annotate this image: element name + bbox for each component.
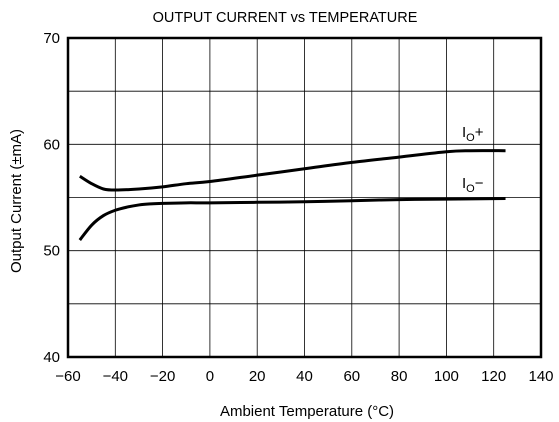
y-axis-ticks: 40 50 60 70 bbox=[43, 30, 60, 366]
x-tick-label: 120 bbox=[481, 368, 506, 385]
x-tick-label: 140 bbox=[528, 368, 553, 385]
io-plus-line bbox=[79, 149, 506, 192]
series-lines bbox=[78, 149, 506, 241]
x-axis-ticks: −60 −40 −20 0 20 40 60 80 100 120 140 bbox=[55, 368, 553, 385]
x-tick-label: 0 bbox=[206, 368, 214, 385]
x-axis-label: Ambient Temperature (°C) bbox=[220, 403, 394, 420]
x-tick-label: 60 bbox=[343, 368, 360, 385]
io-minus-line bbox=[78, 197, 506, 241]
io-plus-label: IO+ bbox=[462, 124, 484, 144]
y-tick-label: 40 bbox=[43, 349, 60, 366]
plot-frame bbox=[66, 36, 543, 359]
y-tick-label: 70 bbox=[43, 30, 60, 47]
chart-title: OUTPUT CURRENT vs TEMPERATURE bbox=[153, 10, 418, 26]
x-tick-label: −20 bbox=[150, 368, 175, 385]
y-tick-label: 50 bbox=[43, 243, 60, 260]
x-tick-label: −60 bbox=[55, 368, 80, 385]
y-axis-label: Output Current (±mA) bbox=[8, 129, 25, 273]
x-tick-label: 100 bbox=[434, 368, 459, 385]
y-tick-label: 60 bbox=[43, 136, 60, 153]
series-labels: IO+ IO− bbox=[462, 124, 484, 195]
io-minus-label: IO− bbox=[462, 175, 484, 195]
x-tick-label: 80 bbox=[391, 368, 408, 385]
x-tick-label: 20 bbox=[249, 368, 266, 385]
x-tick-label: 40 bbox=[296, 368, 313, 385]
x-tick-label: −40 bbox=[103, 368, 128, 385]
